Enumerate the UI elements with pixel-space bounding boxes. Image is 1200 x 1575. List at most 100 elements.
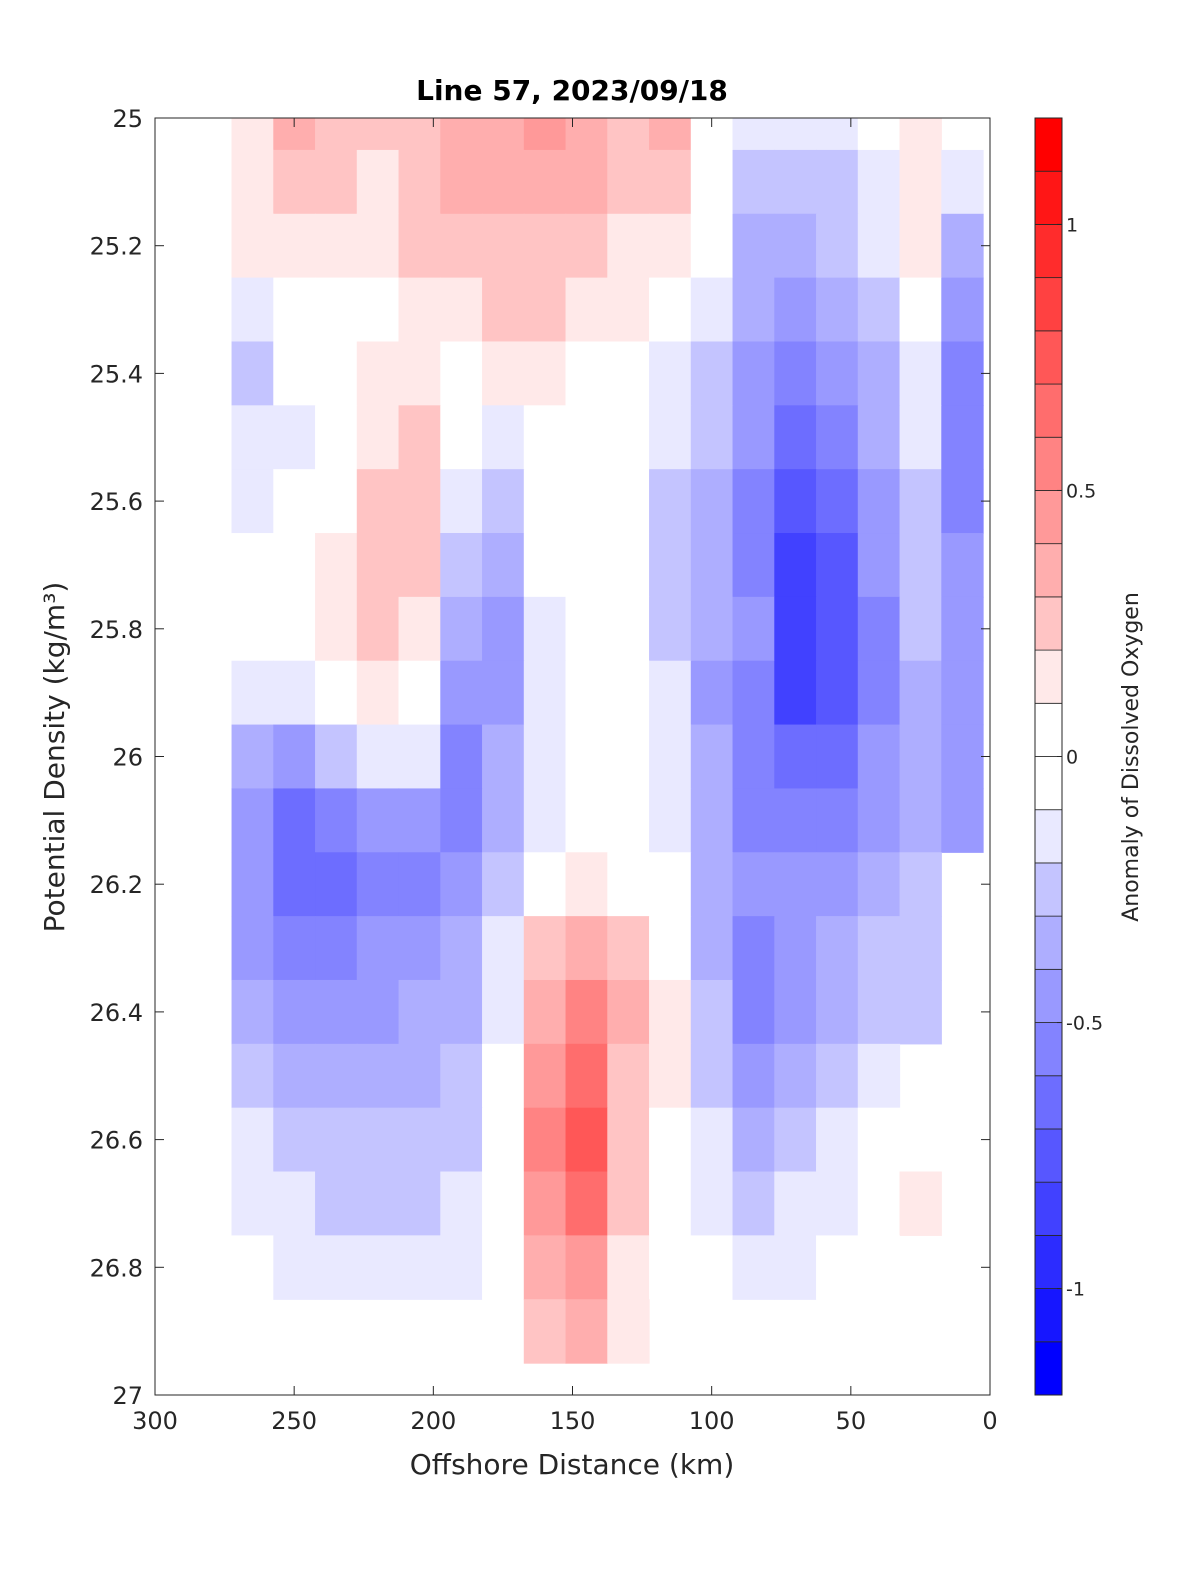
heatmap-cell xyxy=(231,1171,274,1236)
heatmap-cell xyxy=(857,341,901,406)
heatmap-cell xyxy=(482,788,525,853)
heatmap-cell xyxy=(315,533,358,598)
x-tick-label: 300 xyxy=(132,1407,178,1435)
heatmap-cell xyxy=(523,1107,567,1173)
heatmap-cell xyxy=(941,660,984,726)
heatmap-cell xyxy=(315,788,358,853)
heatmap-cell xyxy=(565,788,608,853)
heatmap-cell xyxy=(816,852,859,917)
heatmap-cell xyxy=(440,660,483,726)
heatmap-cell xyxy=(440,852,483,917)
heatmap-cell xyxy=(482,596,525,662)
colorbar-band xyxy=(1034,1075,1063,1130)
heatmap-cell xyxy=(440,341,483,406)
heatmap-cell xyxy=(857,1043,901,1109)
heatmap-cell xyxy=(649,596,692,662)
heatmap-cell xyxy=(440,979,483,1045)
heatmap-cell xyxy=(398,1107,441,1173)
colorbar-band xyxy=(1034,1341,1063,1396)
heatmap-cell xyxy=(523,788,567,853)
heatmap-cell xyxy=(565,341,608,406)
heatmap-cell xyxy=(690,660,734,726)
heatmap-cell xyxy=(315,277,358,343)
heatmap-cell xyxy=(231,979,274,1045)
heatmap-cell xyxy=(523,469,567,534)
heatmap-cell xyxy=(523,405,567,470)
heatmap-cell xyxy=(774,788,817,853)
heatmap-cell xyxy=(315,1235,358,1300)
heatmap-cell xyxy=(482,1235,525,1300)
heatmap-cell xyxy=(523,533,567,598)
heatmap-cell xyxy=(273,1107,316,1173)
heatmap-cell xyxy=(816,149,859,215)
heatmap-cell xyxy=(899,916,942,981)
heatmap-cell xyxy=(398,1235,441,1300)
colorbar-band xyxy=(1034,1022,1063,1077)
heatmap-cell xyxy=(816,341,859,406)
heatmap-cell xyxy=(273,1235,316,1300)
heatmap-cell xyxy=(523,596,567,662)
heatmap-cell xyxy=(816,1235,859,1300)
colorbar-band xyxy=(1034,809,1063,864)
heatmap-cell xyxy=(482,852,525,917)
heatmap-cell xyxy=(356,533,400,598)
heatmap-cell xyxy=(440,916,483,981)
heatmap-cell xyxy=(607,405,650,470)
heatmap-cell xyxy=(857,788,901,853)
colorbar-band xyxy=(1034,1181,1063,1236)
heatmap-cell xyxy=(607,1235,650,1300)
x-axis-label: Offshore Distance (km) xyxy=(410,1448,735,1481)
heatmap-cell xyxy=(690,916,734,981)
heatmap-cell xyxy=(315,341,358,406)
heatmap-cell xyxy=(690,788,734,853)
heatmap-cell xyxy=(941,149,984,215)
heatmap-cell xyxy=(315,1107,358,1173)
heatmap-cell xyxy=(690,341,734,406)
colorbar-band xyxy=(1034,330,1063,385)
heatmap-cell xyxy=(523,1171,567,1236)
heatmap-cell xyxy=(231,341,274,406)
heatmap-cell xyxy=(440,1107,483,1173)
colorbar-band xyxy=(1034,596,1063,651)
heatmap-cell xyxy=(690,852,734,917)
heatmap-cell xyxy=(231,213,274,279)
heatmap-cell xyxy=(565,660,608,726)
heatmap-cell xyxy=(607,1107,650,1173)
colorbar-band xyxy=(1034,277,1063,332)
heatmap-cell xyxy=(273,660,316,726)
heatmap-cell xyxy=(273,149,316,215)
heatmap-cell xyxy=(482,1043,525,1109)
heatmap-cell xyxy=(899,533,942,598)
heatmap-cell xyxy=(690,979,734,1045)
heatmap-cell xyxy=(273,979,316,1045)
colorbar-band xyxy=(1034,649,1063,704)
heatmap-cell xyxy=(774,469,817,534)
heatmap-cell xyxy=(732,1107,775,1173)
heatmap-cell xyxy=(649,660,692,726)
heatmap-cell xyxy=(649,1171,692,1236)
heatmap-cell xyxy=(857,118,901,151)
heatmap-cell xyxy=(607,916,650,981)
heatmap-cell xyxy=(899,788,942,853)
heatmap-cell xyxy=(649,1043,692,1109)
heatmap-cell xyxy=(482,469,525,534)
heatmap-cell xyxy=(440,149,483,215)
heatmap-cell xyxy=(482,979,525,1045)
heatmap-cell xyxy=(482,1107,525,1173)
heatmap-cell xyxy=(356,916,400,981)
heatmap-cell xyxy=(440,213,483,279)
heatmap-cell xyxy=(231,149,274,215)
heatmap-cell xyxy=(398,405,441,470)
heatmap-cell xyxy=(774,916,817,981)
heatmap-cell xyxy=(482,277,525,343)
heatmap-cell xyxy=(523,660,567,726)
colorbar-band xyxy=(1034,383,1063,438)
heatmap-cell xyxy=(649,724,692,790)
heatmap-cell xyxy=(565,1299,608,1364)
heatmap-cell xyxy=(565,405,608,470)
heatmap-cell xyxy=(523,118,567,151)
heatmap-cell xyxy=(774,118,817,151)
heatmap-cell xyxy=(607,979,650,1045)
heatmap-cell xyxy=(607,596,650,662)
